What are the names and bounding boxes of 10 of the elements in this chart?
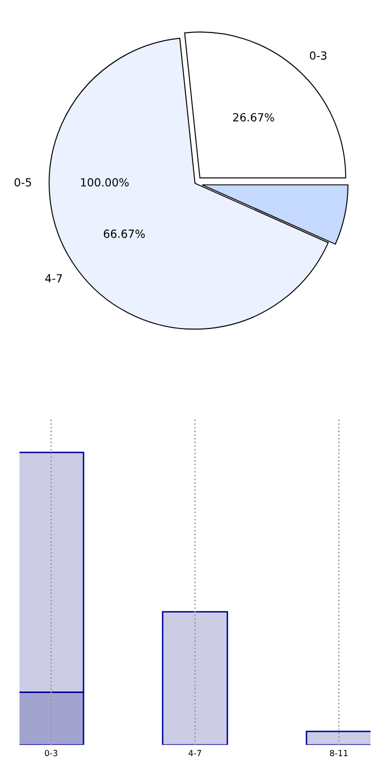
slice-label: 4-7: [45, 274, 62, 282]
x-tick-label: 4-7: [188, 750, 202, 756]
slice-label: 0-3: [310, 51, 326, 60]
text: 0-5: [14, 178, 32, 187]
data-label: 26.67%: [233, 113, 274, 122]
x-tick-label: 0-3: [44, 750, 58, 756]
x-tick-label: 8-11: [330, 750, 348, 756]
text: 100.00%: [81, 178, 129, 187]
data-label: 66.67%: [104, 230, 145, 238]
bar: [306, 730, 370, 745]
